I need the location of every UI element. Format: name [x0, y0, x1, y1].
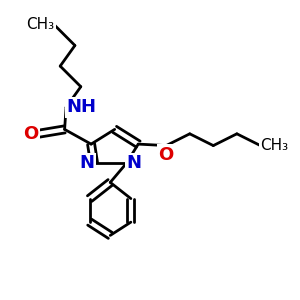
Text: N: N	[79, 154, 94, 172]
Text: CH₃: CH₃	[26, 17, 54, 32]
Text: N: N	[126, 154, 141, 172]
Text: O: O	[23, 125, 38, 143]
Text: O: O	[159, 146, 174, 164]
Text: NH: NH	[66, 98, 96, 116]
Text: CH₃: CH₃	[260, 138, 289, 153]
